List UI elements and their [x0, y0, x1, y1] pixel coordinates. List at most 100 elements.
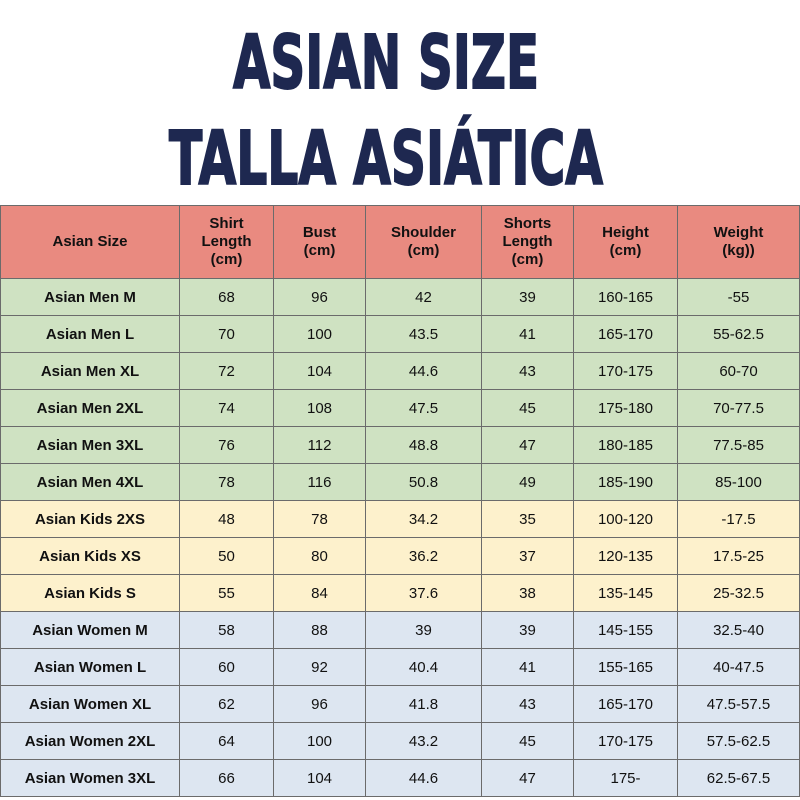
- table-cell: 170-175: [573, 722, 678, 760]
- table-cell: 74: [179, 389, 274, 427]
- table-cell: 180-185: [573, 426, 678, 464]
- table-cell: 116: [273, 463, 366, 501]
- table-cell: 100: [273, 315, 366, 353]
- column-header: Shoulder (cm): [365, 205, 482, 279]
- table-row: Asian Men M 68 96 42 39 160-165 -55: [0, 278, 800, 316]
- table-cell: 85-100: [677, 463, 800, 501]
- table-cell: 50: [179, 537, 274, 575]
- table-cell: 57.5-62.5: [677, 722, 800, 760]
- size-label: Asian Men M: [0, 278, 180, 316]
- table-cell: 64: [179, 722, 274, 760]
- column-header: Weight (kg)): [677, 205, 800, 279]
- table-cell: 41.8: [365, 685, 482, 723]
- table-cell: 48: [179, 500, 274, 538]
- table-cell: 185-190: [573, 463, 678, 501]
- size-label: Asian Women XL: [0, 685, 180, 723]
- table-cell: 96: [273, 278, 366, 316]
- title-line: ASIAN SIZE: [233, 20, 539, 106]
- table-row: Asian Women 3XL 66 104 44.6 47 175- 62.5-67.5: [0, 759, 800, 797]
- table-row: Asian Women 2XL 64 100 43.2 45 170-175 57.5-62…: [0, 722, 800, 760]
- table-row: Asian Women XL 62 96 41.8 43 165-170 47.5-57.5: [0, 685, 800, 723]
- size-label: Asian Kids S: [0, 574, 180, 612]
- table-cell: 160-165: [573, 278, 678, 316]
- table-cell: 34.2: [365, 500, 482, 538]
- size-label: Asian Kids XS: [0, 537, 180, 575]
- size-label: Asian Men 3XL: [0, 426, 180, 464]
- size-label: Asian Women 3XL: [0, 759, 180, 797]
- table-cell: 100-120: [573, 500, 678, 538]
- table-cell: 78: [179, 463, 274, 501]
- table-cell: 66: [179, 759, 274, 797]
- table-cell: 68: [179, 278, 274, 316]
- table-cell: 70: [179, 315, 274, 353]
- size-label: Asian Men XL: [0, 352, 180, 390]
- table-cell: 48.8: [365, 426, 482, 464]
- table-cell: 17.5-25: [677, 537, 800, 575]
- table-cell: 49: [481, 463, 574, 501]
- table-cell: 55: [179, 574, 274, 612]
- table-cell: 80: [273, 537, 366, 575]
- table-cell: 60: [179, 648, 274, 686]
- table-cell: 47: [481, 426, 574, 464]
- table-cell: 84: [273, 574, 366, 612]
- table-cell: 170-175: [573, 352, 678, 390]
- size-label: Asian Women M: [0, 611, 180, 649]
- table-cell: 112: [273, 426, 366, 464]
- table-cell: 45: [481, 389, 574, 427]
- table-cell: 37.6: [365, 574, 482, 612]
- table-cell: 43: [481, 352, 574, 390]
- table-cell: 47: [481, 759, 574, 797]
- size-label: Asian Women L: [0, 648, 180, 686]
- table-cell: 39: [481, 611, 574, 649]
- table-cell: 39: [365, 611, 482, 649]
- size-label: Asian Kids 2XS: [0, 500, 180, 538]
- table-row: Asian Kids 2XS 48 78 34.2 35 100-120 -17.5: [0, 500, 800, 538]
- table-cell: 92: [273, 648, 366, 686]
- table-cell: 25-32.5: [677, 574, 800, 612]
- table-row: Asian Men 2XL 74 108 47.5 45 175-180 70-77.5: [0, 389, 800, 427]
- table-cell: 37: [481, 537, 574, 575]
- table-cell: 145-155: [573, 611, 678, 649]
- size-table: Asian Size Shirt Length (cm) Bust (cm) Shou…: [0, 205, 800, 797]
- table-cell: 47.5: [365, 389, 482, 427]
- table-cell: 165-170: [573, 315, 678, 353]
- table-cell: 78: [273, 500, 366, 538]
- table-cell: 62: [179, 685, 274, 723]
- table-cell: 96: [273, 685, 366, 723]
- table-cell: 120-135: [573, 537, 678, 575]
- table-cell: 155-165: [573, 648, 678, 686]
- size-label: Asian Women 2XL: [0, 722, 180, 760]
- column-header: Bust (cm): [273, 205, 366, 279]
- table-cell: -55: [677, 278, 800, 316]
- size-label: Asian Men 2XL: [0, 389, 180, 427]
- table-cell: 108: [273, 389, 366, 427]
- table-cell: 58: [179, 611, 274, 649]
- table-cell: 104: [273, 352, 366, 390]
- table-cell: 45: [481, 722, 574, 760]
- table-cell: 39: [481, 278, 574, 316]
- size-label: Asian Men 4XL: [0, 463, 180, 501]
- table-cell: 44.6: [365, 759, 482, 797]
- table-cell: 43.2: [365, 722, 482, 760]
- table-cell: 36.2: [365, 537, 482, 575]
- table-cell: 72: [179, 352, 274, 390]
- size-label: Asian Men L: [0, 315, 180, 353]
- title-block: ASIAN SIZE TALLA ASIÁTICA: [168, 19, 604, 200]
- table-cell: 60-70: [677, 352, 800, 390]
- table-row: Asian Men L 70 100 43.5 41 165-170 55-62.5: [0, 315, 800, 353]
- table-cell: 35: [481, 500, 574, 538]
- table-cell: 175-: [573, 759, 678, 797]
- table-cell: 165-170: [573, 685, 678, 723]
- table-cell: 41: [481, 315, 574, 353]
- table-cell: 38: [481, 574, 574, 612]
- table-cell: 50.8: [365, 463, 482, 501]
- column-header: Shirt Length (cm): [179, 205, 274, 279]
- table-row: Asian Men 3XL 76 112 48.8 47 180-185 77.5-85: [0, 426, 800, 464]
- table-row: Asian Women L 60 92 40.4 41 155-165 40-47.5: [0, 648, 800, 686]
- title-line: TALLA ASIÁTICA: [169, 114, 603, 200]
- table-cell: 104: [273, 759, 366, 797]
- column-header: Shorts Length (cm): [481, 205, 574, 279]
- table-cell: 40.4: [365, 648, 482, 686]
- table-cell: 43.5: [365, 315, 482, 353]
